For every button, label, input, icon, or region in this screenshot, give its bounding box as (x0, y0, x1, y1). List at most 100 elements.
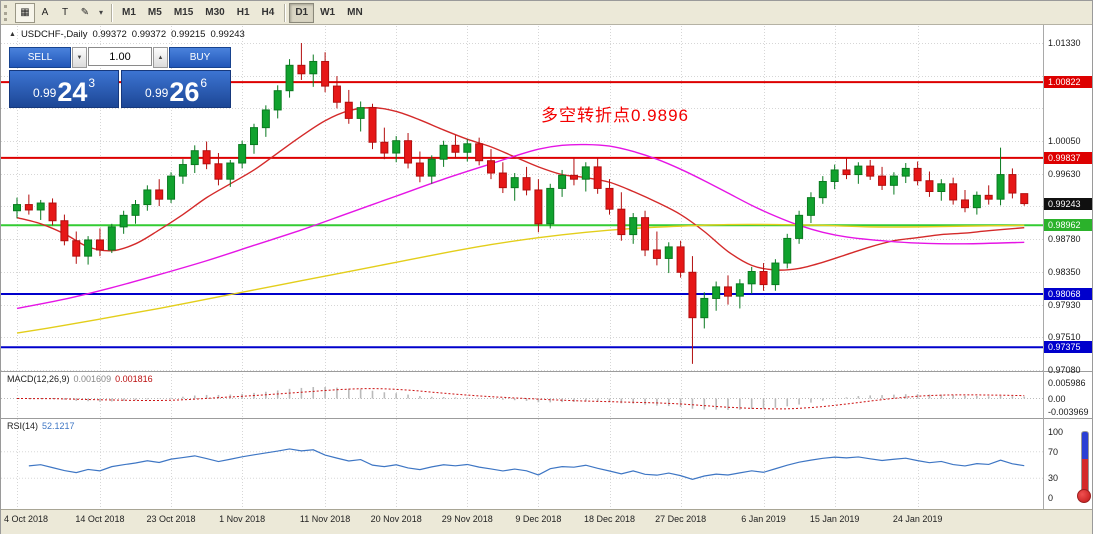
candle-body (475, 143, 484, 162)
candle-body (652, 249, 661, 259)
candle-body (380, 141, 389, 154)
candle-body (605, 187, 614, 210)
candle-body (356, 107, 365, 119)
candle-body (854, 165, 863, 176)
tab-timeframe-m5[interactable]: M5 (142, 3, 168, 23)
date-axis-label: 1 Nov 2018 (219, 514, 266, 524)
draw-tool-button[interactable]: ✎ (75, 3, 95, 23)
tab-timeframe-h4[interactable]: H4 (256, 3, 281, 23)
candle-body (641, 217, 650, 251)
date-axis-label: 23 Oct 2018 (146, 514, 196, 524)
candle-body (901, 167, 910, 177)
macd-name: MACD(12,26,9) (7, 374, 70, 384)
thermometer-bulb (1077, 489, 1091, 503)
rsi-axis-label: 30 (1048, 473, 1059, 484)
one-click-trading-panel: SELL ▼ ▲ BUY 0.99 24 3 0.99 26 6 (9, 47, 233, 108)
text-label-a-button[interactable]: A (35, 3, 55, 23)
date-axis[interactable] (1, 509, 1092, 534)
candle-body (368, 107, 377, 143)
candle-body (569, 174, 578, 180)
price-level-badge: 0.98962 (1044, 219, 1092, 232)
price-axis-label: 0.99630 (1048, 168, 1081, 179)
tab-timeframe-h1[interactable]: H1 (231, 3, 256, 23)
toolbar-drag-handle[interactable] (4, 4, 10, 21)
macd-panel-separator[interactable] (1, 371, 1093, 372)
collapse-arrow-icon[interactable]: ▲ (9, 31, 16, 38)
candle-body (119, 214, 128, 228)
price-axis-label: 1.01330 (1048, 38, 1081, 48)
candle-body (949, 183, 958, 201)
ma-fast-red (16, 106, 1025, 271)
trade-panel-prices: 0.99 24 3 0.99 26 6 (9, 70, 233, 108)
macd-signal-value: 0.001816 (115, 374, 153, 384)
candle-body (925, 180, 934, 192)
text-label-t-button[interactable]: T (55, 3, 75, 23)
tab-timeframe-mn[interactable]: MN (341, 3, 369, 23)
candle-body (285, 64, 294, 92)
candle-body (451, 144, 460, 153)
tab-timeframe-m1[interactable]: M1 (116, 3, 142, 23)
candle-body (735, 283, 744, 297)
bid-big-digits: 24 (57, 77, 88, 108)
candle-body (226, 162, 235, 180)
candle-body (498, 172, 507, 189)
price-level-badge: 0.99837 (1044, 151, 1092, 164)
price-level-badge: 1.00822 (1044, 76, 1092, 89)
sell-button[interactable]: SELL (9, 47, 71, 68)
rsi-name: RSI(14) (7, 421, 39, 431)
candle-body (759, 271, 768, 286)
symbol-title: USDCHF-,Daily (20, 29, 88, 40)
rsi-axis-label: 0 (1048, 493, 1054, 503)
candle-body (344, 101, 353, 119)
toolbar-separator (111, 3, 112, 22)
date-axis-label: 27 Dec 2018 (655, 514, 707, 524)
buy-button[interactable]: BUY (169, 47, 231, 68)
date-axis-label: 14 Oct 2018 (75, 514, 125, 524)
date-axis-label: 29 Nov 2018 (441, 514, 493, 524)
ask-prefix: 0.99 (144, 86, 169, 100)
volume-input[interactable] (88, 47, 152, 66)
candle-body (878, 175, 887, 186)
candle-body (439, 144, 448, 160)
symbol-header: ▲ USDCHF-,Daily 0.99372 0.99372 0.99215 … (9, 29, 245, 40)
price-axis-label: 0.97930 (1048, 299, 1081, 310)
candle-body (202, 150, 211, 165)
candle-body (889, 175, 898, 186)
ohlc-close: 0.99243 (210, 29, 245, 40)
candle-body (297, 64, 306, 75)
candle-body (24, 204, 33, 211)
draw-tool-dropdown-button[interactable]: ▾ (95, 3, 107, 23)
candle-body (534, 189, 543, 225)
rsi-line (28, 448, 1025, 480)
candle-body (961, 199, 969, 209)
candle-body (818, 180, 827, 199)
candle-body (783, 237, 792, 264)
chart-window-button[interactable]: ▦ (15, 2, 35, 23)
price-level-badge: 0.97375 (1044, 341, 1092, 354)
tab-timeframe-d1[interactable]: D1 (289, 2, 315, 23)
volume-increase-button[interactable]: ▲ (153, 47, 168, 68)
candle-body (107, 226, 116, 251)
toolbar: ▦ A T ✎ ▾ M1 M5 M15 M30 H1 H4 D1 W1 MN (1, 1, 1092, 25)
price-axis-label: 0.98780 (1048, 234, 1081, 245)
candle-body (1008, 174, 1017, 194)
candle-body (593, 166, 602, 189)
candle-body (937, 183, 946, 192)
thermometer-gauge (1077, 431, 1091, 507)
candle-body (60, 220, 69, 242)
tab-timeframe-w1[interactable]: W1 (314, 3, 341, 23)
tab-timeframe-m30[interactable]: M30 (199, 3, 230, 23)
volume-decrease-button[interactable]: ▼ (72, 47, 87, 68)
tab-timeframe-m15[interactable]: M15 (168, 3, 199, 23)
candle-body (392, 140, 401, 154)
bid-price-display[interactable]: 0.99 24 3 (9, 70, 119, 108)
candle-body (700, 297, 709, 319)
candle-body (404, 140, 413, 164)
chart-text-annotation: 多空转折点0.9896 (541, 106, 689, 125)
candle-body (131, 204, 140, 216)
date-axis-label: 6 Jan 2019 (741, 514, 786, 524)
ask-price-display[interactable]: 0.99 26 6 (121, 70, 231, 108)
rsi-panel-separator[interactable] (1, 418, 1093, 419)
